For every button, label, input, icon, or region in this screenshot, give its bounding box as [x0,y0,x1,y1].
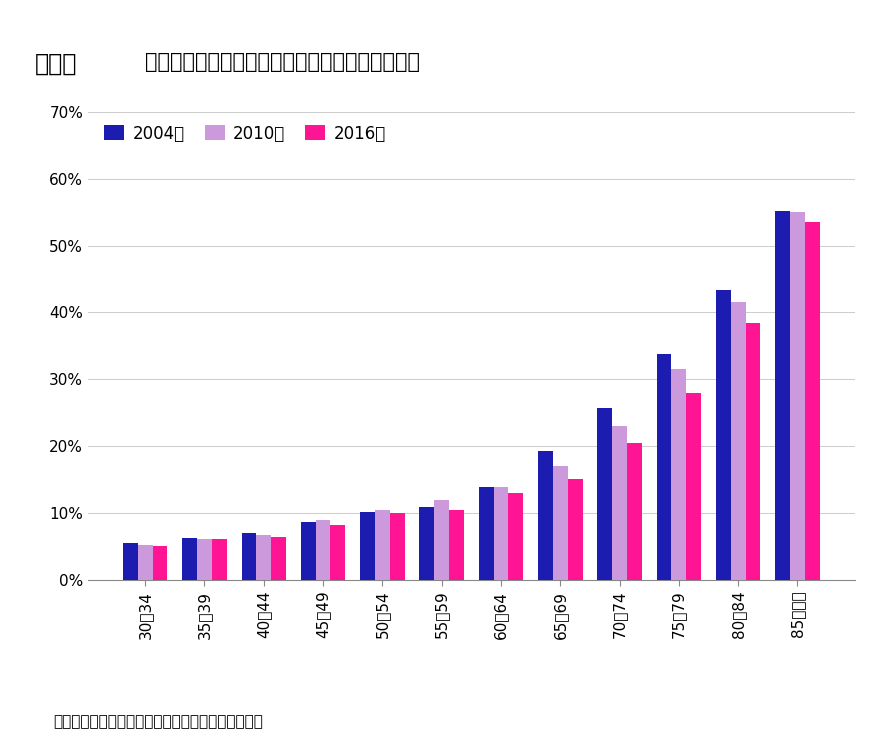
Bar [300,522,315,580]
Bar [745,323,760,580]
Legend: 2004年, 2010年, 2016年: 2004年, 2010年, 2016年 [104,125,386,143]
Bar [790,212,805,580]
Bar [123,543,137,580]
Bar [375,510,389,580]
Bar [597,408,612,580]
Bar [567,478,582,580]
Bar [449,510,464,580]
Bar [315,520,330,580]
Bar [152,545,167,580]
Bar [508,493,523,580]
Bar [389,513,404,580]
Bar [493,487,508,580]
Bar [241,533,256,580]
Text: 健康上の問題で日常生活に影響がある割合の推移: 健康上の問題で日常生活に影響がある割合の推移 [145,52,420,72]
Bar [212,539,226,580]
Bar [256,535,271,580]
Bar [686,393,701,580]
Bar [612,426,627,580]
Bar [730,302,745,580]
Bar [671,369,686,580]
Text: 図表３: 図表３ [35,52,78,76]
Bar [197,539,212,580]
Bar [360,512,375,580]
Text: （資料）厚生労働省「国民生活基礎調査」（各年）: （資料）厚生労働省「国民生活基礎調査」（各年） [53,714,263,729]
Bar [538,451,553,580]
Bar [805,222,819,580]
Bar [271,537,286,580]
Bar [775,211,790,580]
Bar [716,290,730,580]
Bar [627,443,642,580]
Bar [478,487,493,580]
Bar [656,354,671,580]
Bar [330,525,345,580]
Bar [137,545,152,580]
Bar [419,507,434,580]
Bar [182,538,197,580]
Bar [434,500,449,580]
Bar [553,466,567,580]
